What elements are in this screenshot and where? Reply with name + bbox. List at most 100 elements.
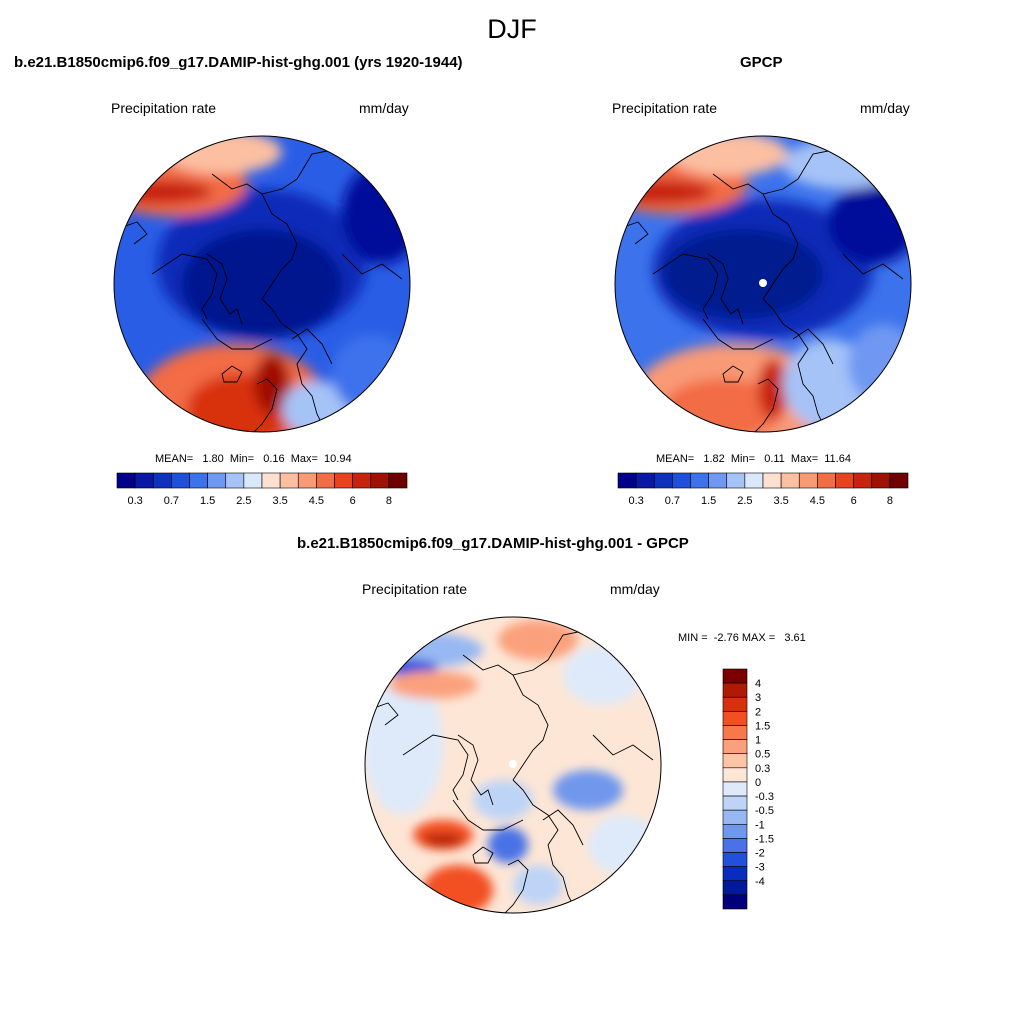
panel2-colorbar-swatch [690,472,709,489]
panel2-colorbar-tick-label: 4.5 [810,495,825,507]
panel3-colorbar-tick-label: -2 [755,848,765,860]
panel1-colorbar-swatch [297,472,317,489]
panel1-colorbar-tick-label: 2.5 [236,495,251,507]
panel1-colorbar-tick-label: 0.7 [164,495,179,507]
panel3-colorbar-swatch [722,668,748,684]
panel3-polar-map [364,616,662,914]
panel1-colorbar-tick-label: 4.5 [309,495,324,507]
panel1-colorbar-swatch [225,472,245,489]
panel1-colorbar-swatch [207,472,227,489]
panel3-title: b.e21.B1850cmip6.f09_g17.DAMIP-hist-ghg.… [297,535,689,552]
panel1-colorbar-swatch [279,472,299,489]
panel2-colorbar-swatch [817,472,836,489]
panel3-colorbar-tick-label: -4 [755,876,765,888]
panel2-colorbar-tick-label: 0.7 [665,495,680,507]
panel1-colorbar-tick-label: 0.3 [127,495,142,507]
panel2-colorbar-tick-label: 8 [887,495,893,507]
panel2-colorbar-swatch [853,472,873,489]
panel2-colorbar-swatch [762,472,782,489]
panel1-colorbar-swatch [316,472,335,489]
panel3-colorbar-swatch [722,880,748,896]
panel3-colorbar-swatch [722,894,748,910]
panel1-polar-core [182,229,342,339]
panel3-colorbar-swatch [722,809,748,825]
panel3-colorbar: 4 3 2 1.5 1 0.5 0.3 0 -0.3 -0.5 -1 -1.5 -2 -3 -4 [722,668,774,910]
panel3-colorbar-swatch [722,711,748,726]
panel1-colorbar-swatch [334,472,353,489]
panel1-colorbar-swatch [171,472,190,489]
panel3-colorbar-swatch [722,753,748,769]
panel3-colorbar-tick-label: 0.5 [755,749,770,761]
panel2-colorbar-tick-label: 3.5 [773,495,788,507]
panel1-colorbar-swatch [261,472,281,489]
panel3-pole-mask [509,760,517,768]
panel2-colorbar-swatch [889,472,909,489]
panel1-colorbar-swatch [370,472,390,489]
panel1-map-border [113,135,411,433]
panel3-colorbar-tick-label: -1 [755,819,765,831]
panel2-colorbar-swatch [617,472,637,489]
panel3-colorbar-tick-label: 2 [755,706,761,718]
panel3-colorbar-swatch [722,838,748,853]
panel1-colorbar-tick-label: 6 [350,495,356,507]
panel3-colorbar-swatch [722,866,748,882]
panel2-title: GPCP [740,54,783,71]
panel2-colorbar-swatch [672,472,691,489]
panel3-colorbar-swatch [722,795,748,811]
panel3-colorbar-tick-label: 3 [755,692,761,704]
panel1-colorbar-tick-label: 3.5 [272,495,287,507]
panel3-colorbar-swatch [722,767,748,783]
panel3-colorbar-tick-label: -0.3 [755,791,774,803]
panel3-map-border [364,616,662,914]
panel2-variable-label: Precipitation rate [612,100,718,116]
panel3-colorbar-tick-label: -0.5 [755,805,774,817]
panel3-colorbar-tick-label: -3 [755,862,765,874]
panel1-units-label: mm/day [359,100,409,116]
panel2-colorbar-swatch [653,472,673,489]
panel1-variable-label: Precipitation rate [111,100,217,116]
panel1-colorbar-swatch [352,472,372,489]
panel1-colorbar-swatch [152,472,172,489]
panel1-colorbar-swatch [243,472,263,489]
panel3-negative-anomaly-east [553,770,623,810]
panel3-variable-label: Precipitation rate [362,581,468,597]
panel2-colorbar-swatch [798,472,818,489]
panel3-colorbar-swatch [722,852,748,867]
panel3-units-label: mm/day [610,581,660,597]
panel1-stats: MEAN= 1.80 Min= 0.16 Max= 10.94 [155,453,352,465]
panel3-colorbar-tick-label: 0 [755,777,761,789]
panel1-colorbar-swatch [388,472,408,489]
panel3-colorbar-swatch [722,682,748,698]
panel2-colorbar-tick-label: 6 [851,495,857,507]
panel3-colorbar-swatch [722,823,748,839]
panel2-map-border [614,135,912,433]
panel3-colorbar-tick-label: 0.3 [755,763,770,775]
panel2-colorbar-tick-label: 0.3 [628,495,643,507]
panel2-colorbar-tick-label: 2.5 [737,495,752,507]
panel1-title: b.e21.B1850cmip6.f09_g17.DAMIP-hist-ghg.… [14,54,463,71]
panel1-colorbar: 0.3 0.7 1.5 2.5 3.5 4.5 6 8 [116,472,408,507]
panel1-colorbar-tick-label: 1.5 [200,495,215,507]
panel3-colorbar-tick-label: 1.5 [755,720,770,732]
panel2-coastlines [617,148,904,432]
panel3-colorbar-swatch [722,739,748,755]
panel2-colorbar-swatch [835,472,854,489]
panel3-colorbar-tick-label: 1 [755,735,761,747]
panel1-colorbar-swatch [134,472,154,489]
panel2-polar-core [663,229,823,319]
panel3-colorbar-swatch [722,781,748,797]
panel1-polar-map [113,135,411,433]
panel2-colorbar-swatch [871,472,891,489]
panel2-units-label: mm/day [860,100,910,116]
panel1-colorbar-swatch [189,472,208,489]
panel2-colorbar: 0.3 0.7 1.5 2.5 3.5 4.5 6 8 [617,472,909,507]
panel3-colorbar-swatch [722,696,748,712]
panel2-colorbar-swatch [635,472,655,489]
panel3-colorbar-swatch [722,725,748,740]
panel2-colorbar-swatch [780,472,800,489]
panel1-colorbar-tick-label: 8 [386,495,392,507]
panel2-colorbar-swatch [726,472,746,489]
panel2-colorbar-swatch [744,472,764,489]
panel2-polar-map [614,135,912,433]
panel3-colorbar-tick-label: -1.5 [755,833,774,845]
